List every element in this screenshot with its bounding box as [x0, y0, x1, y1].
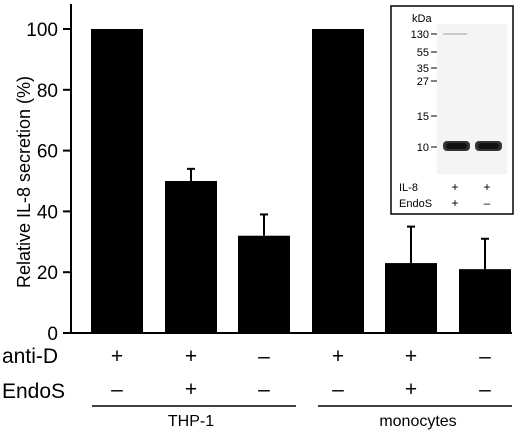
- bars: [91, 29, 511, 333]
- thp1-group-label: THP-1: [168, 413, 214, 430]
- il8-band-lane1-core: [446, 143, 467, 149]
- bar: [459, 269, 511, 333]
- endos-sign: –: [258, 378, 270, 401]
- y-tick-label: 60: [37, 142, 58, 163]
- marker-label: 10: [417, 142, 429, 154]
- bar: [385, 263, 437, 333]
- y-tick-label: 40: [37, 202, 58, 223]
- gel-image: [437, 24, 507, 174]
- endos-sign: –: [111, 378, 123, 401]
- il8-band-lane2-core: [478, 143, 499, 149]
- anti-d-sign: +: [185, 345, 197, 368]
- inset-lane-signs: + + + –: [451, 180, 490, 210]
- y-tick-label: 0: [47, 324, 58, 345]
- anti-d-sign: +: [332, 345, 344, 368]
- y-tick-label: 100: [26, 20, 58, 41]
- endos-row-label: EndoS: [2, 380, 65, 403]
- bar: [91, 29, 143, 333]
- bar: [238, 235, 290, 333]
- kda-label: kDa: [412, 13, 432, 25]
- condition-rows: + – + + – – + – + + – –: [111, 345, 491, 401]
- y-axis-label: Relative IL-8 secretion (%): [14, 76, 34, 288]
- bar: [165, 181, 217, 333]
- inset-endos-label: EndoS: [399, 198, 432, 210]
- marker-label: 27: [417, 76, 429, 88]
- y-ticks: 0 20 40 60 80 100: [26, 20, 71, 345]
- marker-label: 35: [417, 63, 429, 75]
- endos-sign: –: [479, 378, 491, 401]
- anti-d-sign: +: [405, 345, 417, 368]
- inset-il8-sign: +: [451, 180, 458, 194]
- marker-label: 15: [417, 111, 429, 123]
- inset-endos-sign: –: [484, 196, 491, 210]
- anti-d-row-label: anti-D: [2, 345, 58, 368]
- y-tick-label: 80: [37, 81, 58, 102]
- anti-d-sign: –: [258, 345, 270, 368]
- endos-sign: +: [185, 378, 197, 401]
- inset-il8-sign: +: [483, 180, 490, 194]
- inset-endos-sign: +: [451, 196, 458, 210]
- monocytes-group-label: monocytes: [379, 413, 456, 430]
- marker-label: 55: [417, 47, 429, 59]
- bar: [312, 29, 364, 333]
- y-tick-label: 20: [37, 263, 58, 284]
- endos-sign: –: [332, 378, 344, 401]
- inset-il8-label: IL-8: [399, 182, 418, 194]
- endos-sign: +: [405, 378, 417, 401]
- marker-label: 130: [411, 29, 429, 41]
- anti-d-sign: +: [111, 345, 123, 368]
- anti-d-sign: –: [479, 345, 491, 368]
